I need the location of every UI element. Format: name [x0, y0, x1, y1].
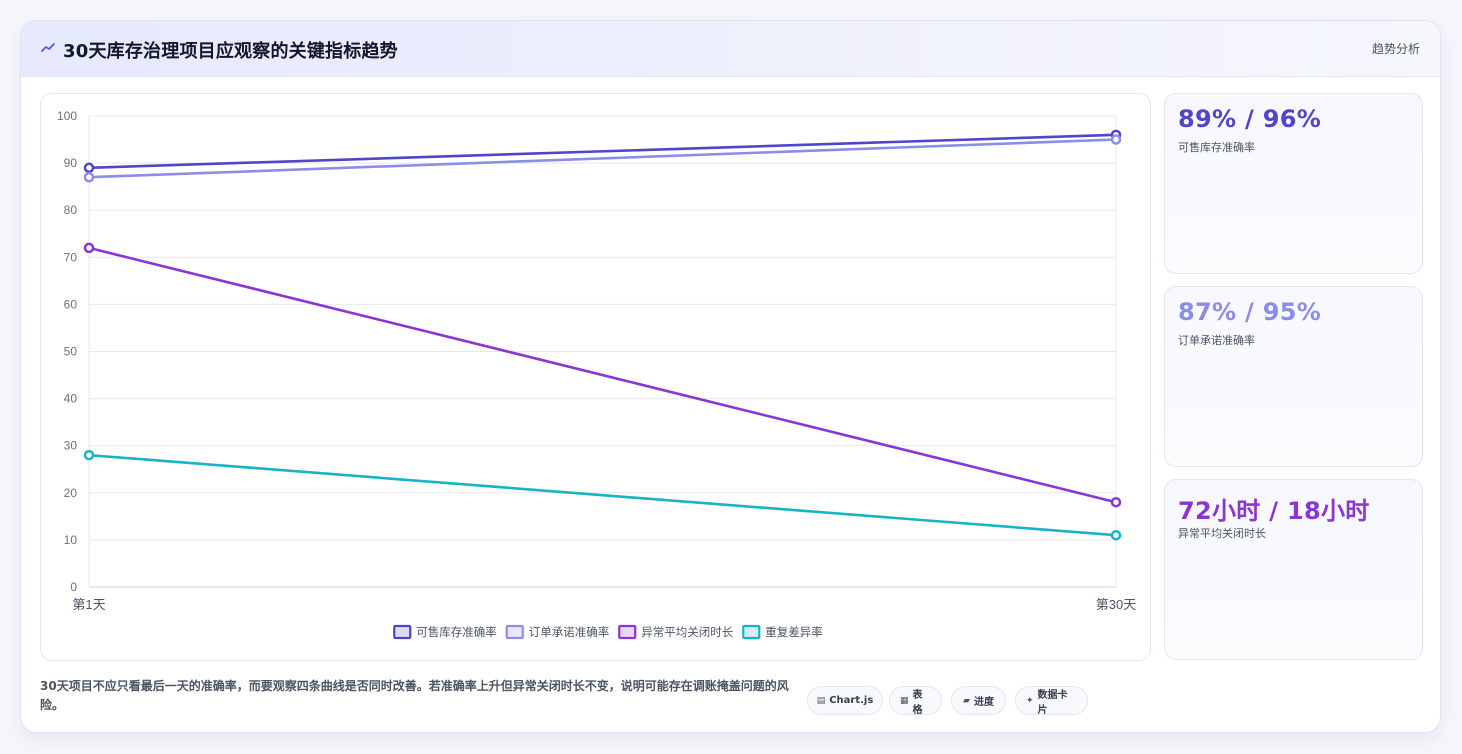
y-tick-label: 0 [70, 580, 77, 594]
pill-data-card[interactable]: ✦ 数据卡片 [1015, 686, 1088, 716]
legend-label: 重复差异率 [765, 625, 823, 639]
kpi-label: 异常平均关闭时长 [1178, 527, 1266, 540]
kpi-card-inventory-accuracy: 89% / 96% 可售库存准确率 [1164, 93, 1423, 274]
y-tick-label: 80 [64, 203, 78, 217]
pill-label: Chart.js [829, 695, 874, 706]
legend-swatch [505, 624, 524, 640]
pill-table[interactable]: ▦ 表格 [889, 686, 942, 716]
card-header: 30天库存治理项目应观察的关键指标趋势 趋势分析 [21, 21, 1440, 77]
legend-label: 订单承诺准确率 [529, 625, 610, 639]
legend-label: 异常平均关闭时长 [641, 625, 733, 639]
y-tick-label: 70 [64, 250, 78, 264]
data-point [1110, 134, 1122, 145]
legend-item: 订单承诺准确率 [505, 624, 610, 640]
y-tick-label: 30 [64, 439, 78, 453]
kpi-label: 可售库存准确率 [1178, 141, 1255, 154]
chart-icon: ▤ [816, 695, 826, 706]
x-tick-label: 第1天 [72, 597, 105, 612]
kpi-value: 89% / 96% [1178, 105, 1322, 133]
pill-progress[interactable]: ▰ 进度 [951, 686, 1006, 715]
legend-swatch [393, 624, 412, 640]
series-line [88, 246, 1117, 504]
y-tick-label: 50 [64, 345, 78, 359]
table-icon: ▦ [900, 695, 909, 706]
pill-chartjs[interactable]: ▤ Chart.js [807, 686, 883, 715]
kpi-value: 72小时 / 18小时 [1178, 497, 1370, 525]
y-tick-label: 90 [64, 156, 78, 170]
y-tick-label: 100 [57, 109, 77, 123]
legend-item: 可售库存准确率 [393, 624, 497, 640]
header-tag: 趋势分析 [1371, 42, 1420, 56]
dashboard-card: 30天库存治理项目应观察的关键指标趋势 趋势分析 0 10 20 30 40 50 60 70… [20, 20, 1441, 733]
legend-label: 可售库存准确率 [416, 625, 497, 639]
data-point [1110, 496, 1122, 508]
progress-icon: ▰ [963, 695, 970, 706]
footer-note: 30天项目不应只看最后一天的准确率，而要观察四条曲线是否同时改善。若准确率上升但… [40, 679, 789, 712]
kpi-card-exception-close-time: 72小时 / 18小时 异常平均关闭时长 [1164, 479, 1423, 660]
kpi-label: 订单承诺准确率 [1178, 334, 1255, 347]
kpi-card-order-promise-accuracy: 87% / 95% 订单承诺准确率 [1164, 286, 1423, 467]
x-tick-label: 第30天 [1096, 597, 1136, 612]
legend-item: 重复差异率 [742, 624, 823, 640]
legend-swatch [742, 624, 761, 640]
legend-swatch [618, 624, 637, 640]
series-line [88, 138, 1117, 179]
y-tick-label: 40 [64, 392, 78, 406]
data-point [83, 449, 95, 461]
trend-line-icon [41, 43, 55, 52]
y-tick-label: 60 [64, 297, 78, 311]
legend-item: 异常平均关闭时长 [618, 624, 734, 640]
pill-label: 表格 [912, 689, 923, 716]
series-line [88, 133, 1117, 170]
pill-label: 进度 [973, 697, 994, 708]
data-point [1110, 529, 1122, 541]
kpi-value: 87% / 95% [1178, 298, 1322, 326]
data-point [83, 242, 95, 254]
y-tick-label: 10 [64, 533, 78, 547]
data-point [83, 162, 95, 174]
sparkle-icon: ✦ [1026, 695, 1034, 706]
pill-label: 数据卡片 [1037, 689, 1068, 716]
chart-panel: 0 10 20 30 40 50 60 70 80 90 100 第1天 第30天 可售库存准确率 订单承… [40, 93, 1151, 661]
line-chart: 0 10 20 30 40 50 60 70 80 90 100 第1天 第30天 可售库存准确率 订单承… [57, 109, 1136, 640]
y-tick-label: 20 [64, 486, 78, 500]
data-point [83, 171, 95, 183]
series-line [88, 453, 1117, 537]
page-title: 30天库存治理项目应观察的关键指标趋势 [63, 41, 398, 62]
